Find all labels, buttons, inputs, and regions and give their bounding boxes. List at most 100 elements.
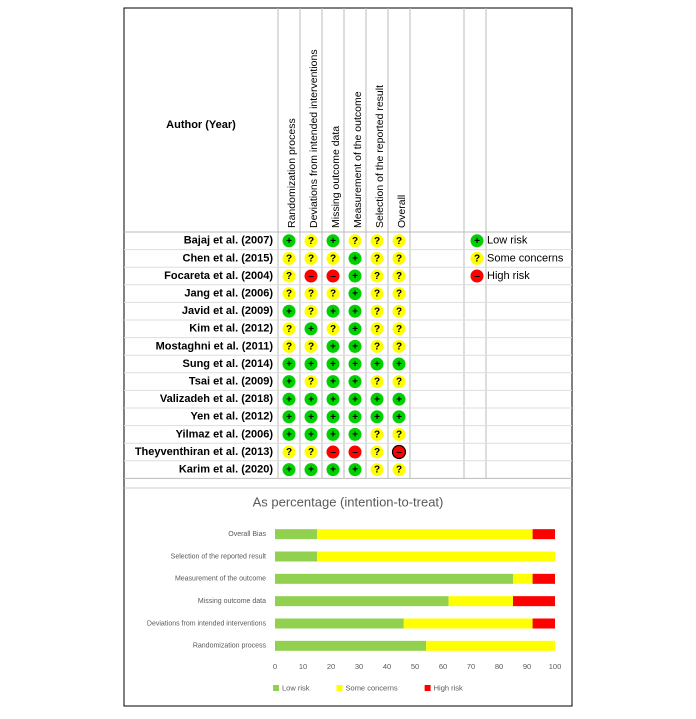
judgment-symbol: +	[352, 359, 358, 370]
judgment-dot	[326, 375, 340, 389]
bar-segment	[317, 529, 533, 540]
judgment-dot	[348, 269, 362, 283]
judgment-dot	[348, 339, 362, 353]
judgment-symbol: –	[352, 447, 358, 458]
judgment-symbol: ?	[396, 254, 402, 265]
judgment-symbol: +	[286, 236, 292, 247]
judgment-dot	[370, 304, 384, 318]
judgment-symbol: +	[352, 254, 358, 265]
judgment-dot	[370, 339, 384, 353]
legend-label: Some concerns	[346, 683, 398, 692]
study-name: Bajaj et al. (2007)	[184, 235, 274, 247]
judgment-symbol: ?	[374, 236, 380, 247]
judgment-symbol: +	[330, 342, 336, 353]
judgment-symbol: ?	[308, 342, 314, 353]
study-name: Mostaghni et al. (2011)	[156, 340, 274, 352]
legend-symbol: –	[474, 271, 480, 282]
legend-symbol: ?	[474, 254, 480, 265]
judgment-symbol: +	[374, 412, 380, 423]
judgment-symbol: +	[396, 412, 402, 423]
judgment-symbol: ?	[374, 324, 380, 335]
judgment-symbol: ?	[286, 271, 292, 282]
judgment-symbol: ?	[286, 447, 292, 458]
judgment-symbol: ?	[286, 342, 292, 353]
domain-header: Randomization process	[286, 118, 298, 228]
judgment-symbol: ?	[396, 430, 402, 441]
judgment-dot	[392, 463, 406, 477]
judgment-dot	[326, 463, 340, 477]
judgment-dot	[304, 357, 318, 371]
judgment-dot	[370, 269, 384, 283]
judgment-dot	[282, 322, 296, 336]
judgment-symbol: –	[330, 447, 336, 458]
judgment-dot	[348, 322, 362, 336]
judgment-symbol: ?	[374, 306, 380, 317]
study-name: Yen et al. (2012)	[190, 411, 273, 423]
judgment-symbol: ?	[396, 271, 402, 282]
domain-header: Missing outcome data	[330, 126, 342, 228]
legend-swatch	[336, 685, 343, 691]
judgment-symbol: ?	[396, 465, 402, 476]
judgment-symbol: ?	[396, 342, 402, 353]
judgment-symbol: ?	[308, 236, 314, 247]
judgment-dot	[348, 287, 362, 301]
judgment-dot	[282, 251, 296, 265]
bar-segment	[275, 640, 427, 651]
judgment-dot	[282, 287, 296, 301]
judgment-dot	[282, 410, 296, 424]
judgment-dot	[304, 392, 318, 406]
judgment-symbol: ?	[374, 342, 380, 353]
judgment-dot	[326, 287, 340, 301]
bar-segment	[275, 529, 317, 540]
study-name: Sung et al. (2014)	[183, 358, 274, 370]
study-name: Focareta et al. (2004)	[164, 270, 273, 282]
legend-swatch	[424, 685, 431, 691]
judgment-dot	[282, 269, 296, 283]
judgment-symbol: –	[330, 271, 336, 282]
judgment-symbol: ?	[286, 254, 292, 265]
judgment-dot	[282, 304, 296, 318]
judgment-dot	[348, 410, 362, 424]
judgment-symbol: ?	[308, 377, 314, 388]
judgment-symbol: +	[308, 465, 314, 476]
judgment-dot	[348, 463, 362, 477]
judgment-symbol: ?	[374, 377, 380, 388]
x-tick-label: 90	[523, 662, 531, 671]
judgment-symbol: ?	[308, 289, 314, 300]
judgment-symbol: ?	[396, 236, 402, 247]
judgment-dot	[392, 357, 406, 371]
judgment-symbol: +	[330, 359, 336, 370]
study-name: Chen et al. (2015)	[183, 252, 274, 264]
judgment-symbol: ?	[352, 236, 358, 247]
judgment-dot	[304, 234, 318, 248]
bar-segment	[403, 618, 533, 629]
study-name: Karim et al. (2020)	[179, 464, 273, 476]
legend-dot	[470, 269, 484, 283]
judgment-dot	[370, 357, 384, 371]
judgment-dot	[304, 463, 318, 477]
legend-dot	[470, 251, 484, 265]
x-tick-label: 40	[383, 662, 391, 671]
judgment-dot	[304, 445, 318, 459]
judgment-dot	[370, 410, 384, 424]
category-label: Measurement of the outcome	[175, 576, 266, 583]
judgment-dot	[326, 410, 340, 424]
judgment-symbol: +	[352, 289, 358, 300]
judgment-dot	[282, 234, 296, 248]
bar-segment	[275, 618, 404, 629]
judgment-symbol: ?	[396, 377, 402, 388]
bar-segment	[532, 573, 555, 584]
judgment-dot	[282, 375, 296, 389]
judgment-dot	[326, 322, 340, 336]
judgment-symbol: ?	[374, 430, 380, 441]
judgment-symbol: +	[352, 465, 358, 476]
study-name: Kim et al. (2012)	[189, 323, 273, 335]
judgment-dot	[392, 427, 406, 441]
judgment-symbol: +	[286, 412, 292, 423]
bar-segment	[275, 596, 449, 607]
judgment-symbol: +	[396, 394, 402, 405]
chart-title: As percentage (intention-to-treat)	[253, 494, 444, 509]
judgment-dot	[391, 444, 407, 460]
x-tick-label: 10	[299, 662, 307, 671]
